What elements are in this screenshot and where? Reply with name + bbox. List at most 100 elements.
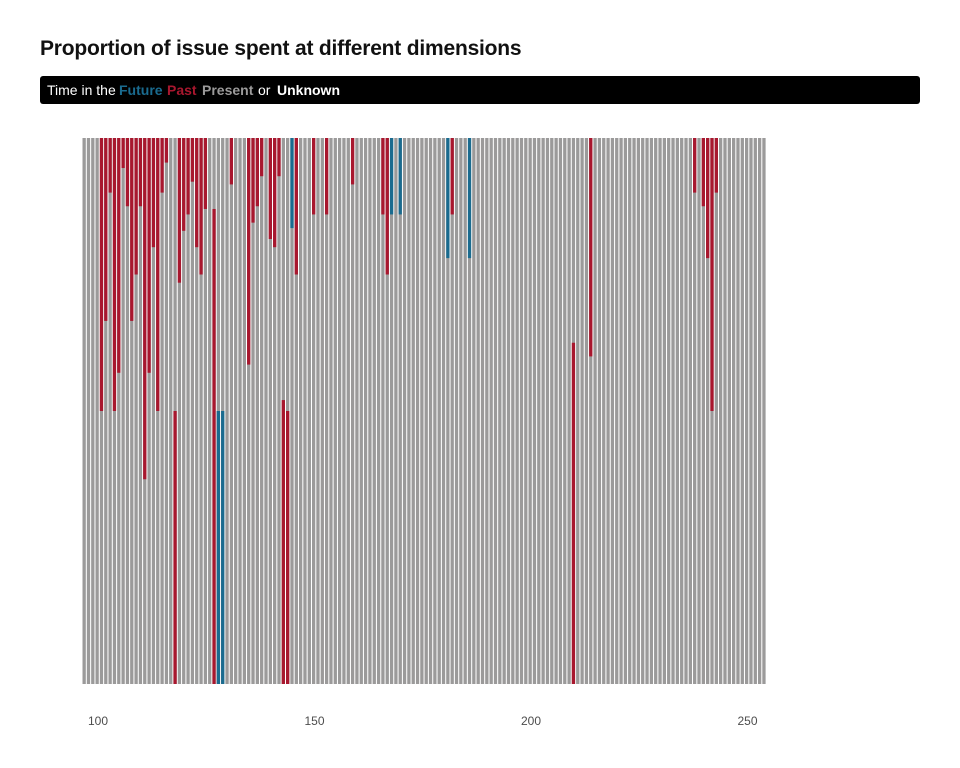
- bar-231: [649, 138, 654, 684]
- bar-present-242: [697, 138, 701, 684]
- bar-present-236: [671, 138, 675, 684]
- bar-present-180: [428, 138, 433, 684]
- bar-present-140: [255, 138, 259, 684]
- bar-present-170: [385, 138, 389, 684]
- bar-present-211: [563, 138, 567, 684]
- bar-161: [346, 138, 350, 684]
- bar-182: [437, 138, 441, 684]
- bar-114: [143, 138, 147, 684]
- bar-present-122: [177, 138, 182, 684]
- bar-243: [701, 138, 705, 684]
- bar-present-161: [346, 138, 350, 684]
- bar-104: [99, 138, 104, 684]
- bar-105: [104, 138, 108, 684]
- bar-present-191: [476, 138, 480, 684]
- bar-past-245: [710, 138, 714, 411]
- bar-136: [238, 138, 242, 684]
- bar-100: [82, 138, 86, 684]
- bar-past-138: [247, 138, 251, 365]
- bar-115: [147, 138, 151, 684]
- bar-past-123: [182, 138, 186, 231]
- bar-232: [654, 138, 658, 684]
- bar-204: [532, 138, 537, 684]
- bar-129: [208, 138, 212, 684]
- bar-present-231: [649, 138, 654, 684]
- bar-present-184: [446, 138, 450, 684]
- bar-past-130: [212, 208, 216, 685]
- bar-130: [212, 138, 216, 685]
- bar-past-246: [714, 138, 718, 193]
- bar-present-115: [147, 138, 151, 684]
- bar-195: [493, 138, 498, 684]
- bar-present-141: [260, 138, 264, 684]
- bar-present-144: [273, 138, 277, 684]
- bar-present-195: [493, 138, 498, 684]
- bar-178: [420, 138, 424, 684]
- bar-213: [571, 138, 576, 684]
- bar-127: [199, 138, 203, 684]
- bar-185: [450, 138, 454, 684]
- bar-121: [173, 138, 177, 684]
- bar-218: [593, 138, 597, 684]
- bar-present-233: [658, 138, 662, 684]
- bar-212: [567, 138, 571, 684]
- bar-present-238: [680, 138, 684, 684]
- bar-past-134: [229, 138, 234, 185]
- bar-118: [160, 138, 164, 684]
- bar-present-257: [762, 138, 766, 684]
- bar-225: [623, 138, 628, 684]
- bar-present-123: [182, 138, 186, 684]
- bar-106: [108, 138, 112, 684]
- bar-future-171: [389, 138, 394, 215]
- bar-125: [190, 138, 195, 684]
- bar-present-240: [688, 138, 692, 684]
- bar-future-189: [467, 138, 472, 259]
- bar-present-199: [511, 138, 515, 684]
- bar-137: [242, 138, 247, 684]
- bar-present-185: [450, 138, 454, 684]
- bar-present-197: [502, 138, 506, 684]
- bar-present-159: [337, 138, 342, 684]
- bar-112: [134, 138, 138, 684]
- bar-135: [234, 138, 238, 684]
- bar-present-196: [498, 138, 502, 684]
- bar-past-213: [571, 342, 576, 684]
- bar-224: [619, 138, 623, 684]
- bar-present-252: [740, 138, 744, 684]
- bar-present-155: [320, 138, 324, 684]
- bar-present-216: [584, 138, 589, 684]
- bar-187: [459, 138, 463, 684]
- bar-203: [528, 138, 532, 684]
- bar-past-122: [177, 138, 182, 283]
- bar-113: [138, 138, 143, 684]
- bar-present-254: [749, 138, 753, 684]
- bar-211: [563, 138, 567, 684]
- bar-present-156: [324, 138, 329, 684]
- bar-past-185: [450, 138, 454, 215]
- bar-present-150: [299, 138, 303, 684]
- bar-201: [519, 138, 524, 684]
- bar-146: [281, 138, 285, 684]
- bar-past-244: [706, 138, 710, 259]
- bar-present-247: [719, 138, 723, 684]
- bar-present-222: [610, 138, 615, 684]
- bar-131: [216, 138, 221, 684]
- bar-present-109: [121, 138, 125, 684]
- bar-present-133: [225, 138, 229, 684]
- bar-197: [502, 138, 506, 684]
- bar-present-224: [619, 138, 623, 684]
- bar-past-162: [350, 138, 355, 185]
- bar-present-219: [597, 138, 602, 684]
- x-tick-label: 250: [737, 714, 757, 728]
- bar-196: [498, 138, 502, 684]
- bar-207: [545, 138, 550, 684]
- bar-202: [524, 138, 528, 684]
- bar-past-108: [117, 138, 121, 373]
- bar-present-187: [459, 138, 463, 684]
- bar-present-160: [342, 138, 346, 684]
- bar-past-147: [286, 411, 290, 684]
- bar-228: [636, 138, 641, 684]
- bar-present-154: [316, 138, 320, 684]
- legend-entry-unknown: Unknown: [277, 82, 340, 98]
- legend-entry-future: Future: [119, 82, 163, 98]
